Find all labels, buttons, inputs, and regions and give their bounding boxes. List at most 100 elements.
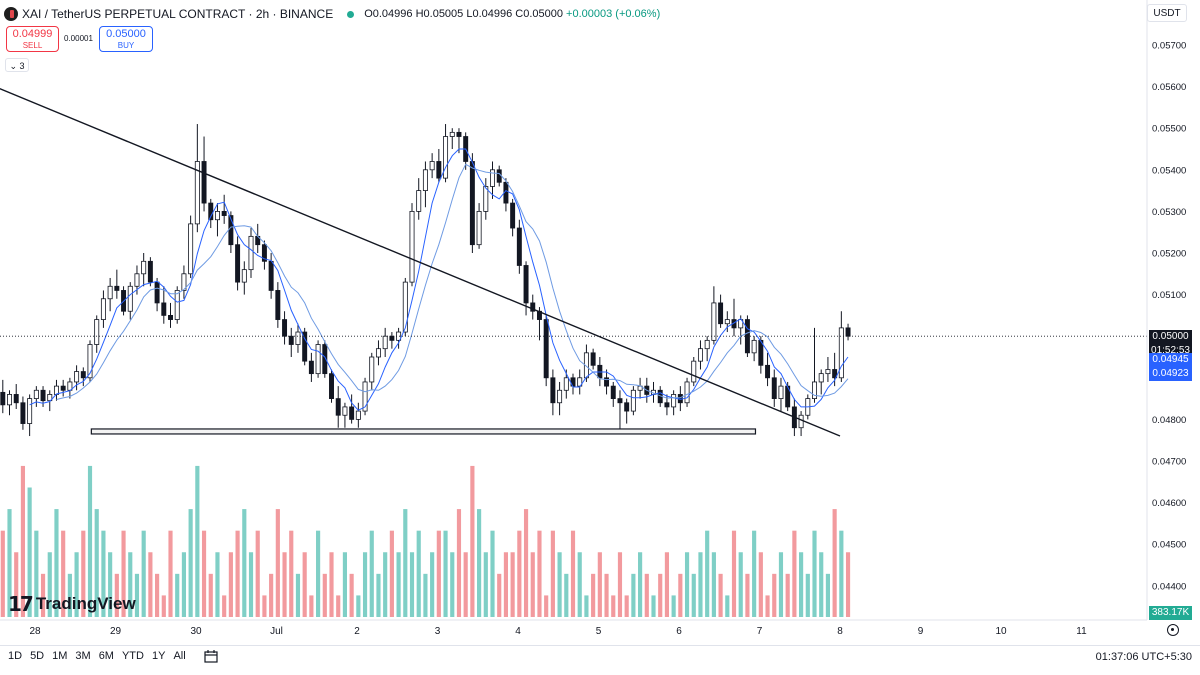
range-6m[interactable]: 6M: [98, 650, 114, 662]
candle-body-down: [308, 360, 314, 375]
utc-clock[interactable]: 01:37:06 UTC+5:30: [1095, 651, 1192, 663]
volume-bar: [651, 595, 656, 617]
candle-body-up: [778, 385, 784, 399]
candle-body-down: [349, 406, 355, 420]
volume-bar: [195, 465, 200, 617]
price-axis[interactable]: 0.05700 0.05600 0.05500 0.05400 0.05300 0.052…: [1152, 41, 1186, 593]
candle-body-up: [691, 360, 697, 383]
range-3m[interactable]: 3M: [75, 650, 91, 662]
volume-bar: [27, 487, 32, 617]
volume-bar: [678, 573, 683, 617]
candle-body-up: [812, 381, 817, 399]
calendar-icon[interactable]: [204, 650, 218, 663]
volume-bar: [114, 573, 119, 617]
volume-bar: [14, 552, 19, 617]
candle-body-up: [295, 331, 301, 345]
descending-trendline[interactable]: [0, 87, 841, 437]
range-all[interactable]: All: [173, 650, 186, 662]
volume-bar: [631, 573, 636, 617]
last-price-value: 0.05000: [1152, 331, 1189, 342]
range-ytd[interactable]: YTD: [121, 650, 144, 662]
range-5d[interactable]: 5D: [30, 650, 45, 662]
candle-body-up: [476, 210, 482, 246]
sell-button[interactable]: 0.04999 SELL: [6, 26, 59, 52]
volume-bar: [248, 552, 254, 617]
candle-body-down: [604, 377, 610, 387]
volume-bar: [255, 530, 260, 617]
candle-body-down: [13, 394, 19, 404]
volume-bar: [0, 530, 5, 617]
volume-bar: [503, 552, 509, 617]
candle-body-down: [590, 352, 596, 366]
drawing-overlays[interactable]: [0, 87, 1147, 437]
volume-bar: [711, 552, 716, 617]
time-tick-label: 2: [354, 626, 360, 637]
volume-bar: [67, 573, 72, 617]
candle-body-down: [496, 169, 502, 183]
tradingview-logo[interactable]: 17 TradingView: [8, 592, 136, 616]
candle-body-down: [40, 389, 46, 402]
volume-bar: [638, 552, 643, 617]
candle-body-up: [27, 398, 33, 424]
volume-bar: [799, 552, 804, 617]
time-tick-label: 9: [918, 626, 924, 637]
candle-body-up: [483, 186, 489, 212]
volume-bar: [839, 530, 844, 617]
moving-average-line: [56, 163, 849, 400]
candle-body-up: [87, 344, 93, 379]
candle-body-up: [7, 394, 12, 406]
volume-bar: [302, 552, 307, 617]
indicators-toggle[interactable]: ⌄ 3: [5, 58, 29, 72]
volume-bar: [208, 573, 213, 617]
currency-selector[interactable]: USDT: [1147, 4, 1187, 22]
candle-body-up: [369, 356, 375, 383]
volume-bar: [148, 552, 153, 617]
candle-body-up: [416, 190, 422, 212]
settings-gear-icon[interactable]: [1167, 624, 1179, 636]
volume-bar: [54, 509, 59, 617]
candle-body-down: [302, 331, 308, 362]
candle-body-down: [154, 281, 160, 304]
candle-body-up: [409, 210, 415, 283]
candle-body-down: [456, 131, 462, 137]
candle-body-down: [208, 202, 214, 221]
candle-body-up: [671, 394, 677, 408]
volume-bar: [477, 509, 482, 617]
time-tick-label: 29: [110, 626, 122, 637]
candle-body-down: [268, 260, 274, 291]
price-tick-label: 0.04800: [1152, 415, 1186, 426]
volume-bar: [617, 552, 623, 617]
sell-label: SELL: [22, 41, 43, 50]
candle-body-down: [523, 265, 529, 304]
candle-body-up: [141, 260, 147, 275]
range-1y[interactable]: 1Y: [151, 650, 166, 662]
volume-bar: [792, 530, 797, 617]
buy-button[interactable]: 0.05000 BUY: [99, 26, 153, 52]
candle-body-up: [107, 285, 113, 300]
range-1m[interactable]: 1M: [52, 650, 68, 662]
symbol-logo-icon: [4, 7, 18, 21]
volume-bar: [564, 573, 569, 617]
volume-bar: [329, 552, 334, 617]
buy-price: 0.05000: [106, 28, 146, 40]
candlesticks: [0, 124, 851, 437]
price-tick-label: 0.05100: [1152, 290, 1186, 301]
time-axis[interactable]: 28 29 30 Jul 2 3 4 5 6 7 8 9 10 11: [29, 626, 1087, 637]
symbol-title[interactable]: XAI / TetherUS PERPETUAL CONTRACT · 2h ·…: [22, 7, 334, 21]
volume-bar: [269, 573, 274, 617]
support-zone[interactable]: [90, 428, 757, 435]
volume-bar: [745, 573, 750, 617]
time-tick-label: 28: [29, 626, 41, 637]
volume-bar: [181, 552, 187, 617]
volume-bar: [94, 509, 99, 617]
candle-body-down: [20, 402, 26, 424]
range-1d[interactable]: 1D: [8, 650, 23, 662]
volume-bar: [604, 573, 609, 617]
volume-bar: [201, 530, 207, 617]
volume-bar: [497, 573, 502, 617]
volume-bar: [81, 530, 86, 617]
volume-bar: [658, 573, 663, 617]
candle-body-down: [335, 398, 341, 416]
volume-bar: [758, 552, 763, 617]
